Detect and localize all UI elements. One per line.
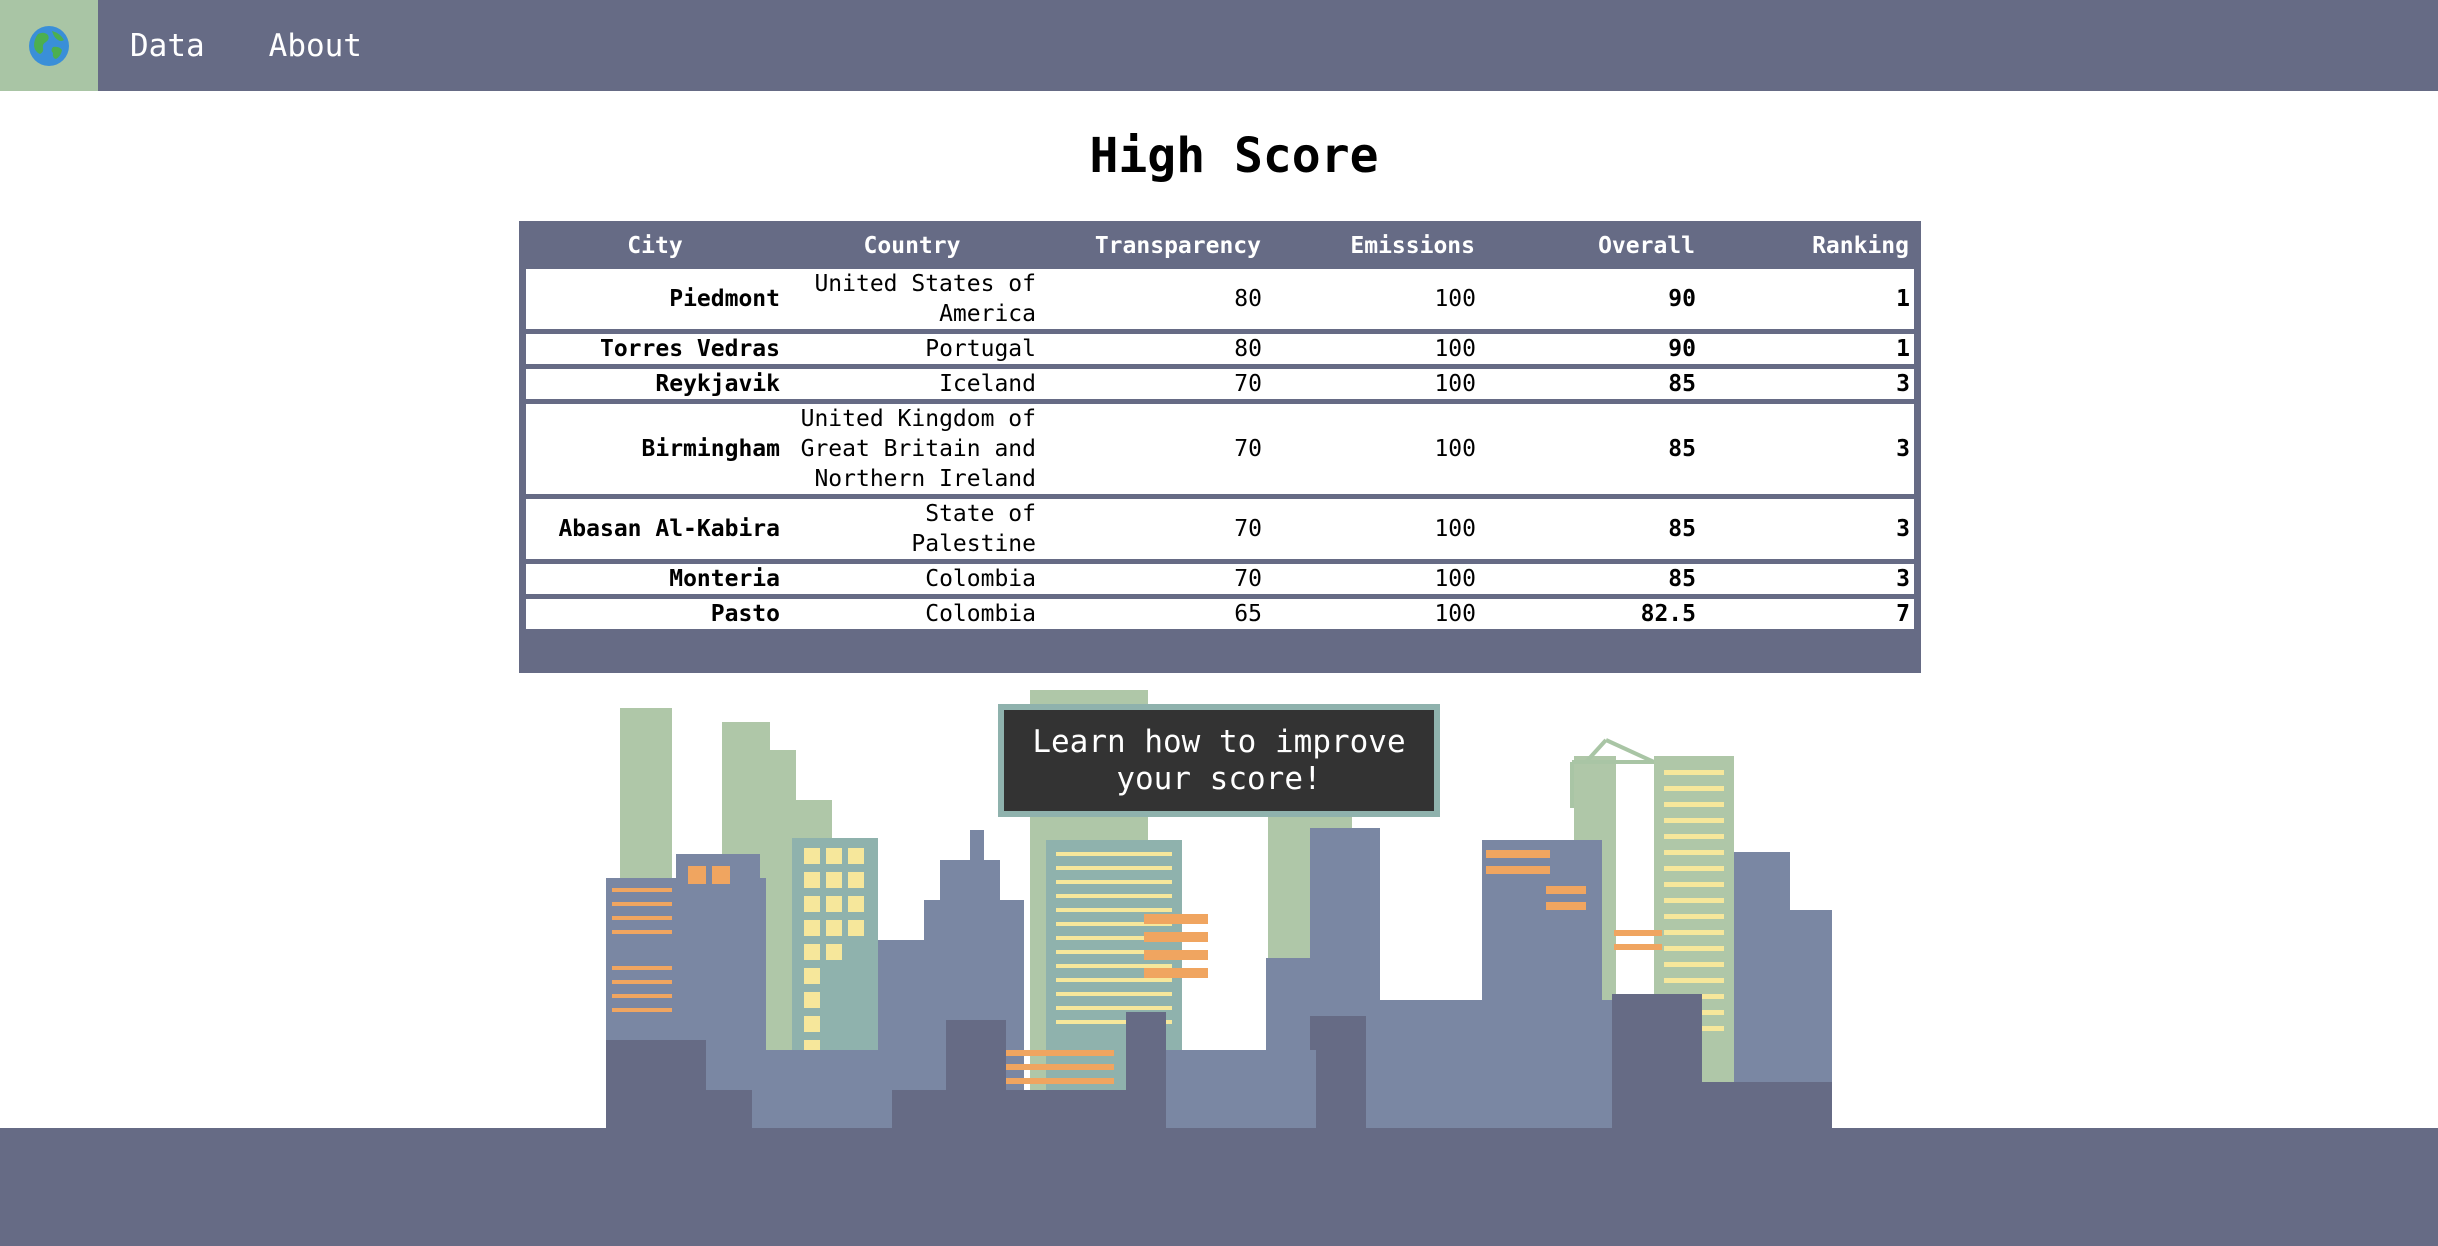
cell-transparency: 65 — [1040, 599, 1266, 629]
table-header-row: City Country Transparency Emissions Over… — [526, 228, 1914, 264]
cell-city: Piedmont — [526, 269, 784, 329]
header-country[interactable]: Country — [784, 228, 1040, 264]
cell-emissions: 100 — [1266, 269, 1480, 329]
header-city[interactable]: City — [526, 228, 784, 264]
cell-country: State of Palestine — [784, 499, 1040, 559]
cell-city: Monteria — [526, 564, 784, 594]
cell-ranking: 3 — [1700, 499, 1914, 559]
table-row: Reykjavik Iceland 70 100 85 3 — [526, 369, 1914, 399]
header-ranking[interactable]: Ranking — [1700, 228, 1914, 264]
cell-transparency: 80 — [1040, 334, 1266, 364]
cell-country: United Kingdom of Great Britain and Nort… — [784, 404, 1040, 494]
cell-transparency: 70 — [1040, 499, 1266, 559]
top-navbar: Data About — [0, 0, 2438, 91]
table-body: Piedmont United States of America 80 100 90 1… — [526, 269, 1914, 629]
cell-overall: 85 — [1480, 564, 1700, 594]
improve-score-button[interactable]: Learn how to improve your score! — [998, 704, 1440, 817]
cell-overall: 85 — [1480, 404, 1700, 494]
cell-emissions: 100 — [1266, 564, 1480, 594]
header-overall[interactable]: Overall — [1480, 228, 1700, 264]
cell-emissions: 100 — [1266, 499, 1480, 559]
cell-country: Iceland — [784, 369, 1040, 399]
cell-emissions: 100 — [1266, 369, 1480, 399]
nav-link-about[interactable]: About — [268, 27, 362, 64]
table-row: Abasan Al-Kabira State of Palestine 70 100 8… — [526, 499, 1914, 559]
header-transparency[interactable]: Transparency — [1040, 228, 1266, 264]
cell-country: Colombia — [784, 599, 1040, 629]
page-title: High Score — [1089, 128, 1379, 184]
cell-transparency: 70 — [1040, 404, 1266, 494]
nav-link-data[interactable]: Data — [130, 27, 205, 64]
cell-city: Birmingham — [526, 404, 784, 494]
table-row: Pasto Colombia 65 100 82.5 7 — [526, 599, 1914, 629]
header-emissions[interactable]: Emissions — [1266, 228, 1480, 264]
cell-ranking: 7 — [1700, 599, 1914, 629]
high-score-table: City Country Transparency Emissions Over… — [526, 228, 1914, 634]
cell-ranking: 1 — [1700, 334, 1914, 364]
cell-emissions: 100 — [1266, 334, 1480, 364]
table-row: Torres Vedras Portugal 80 100 90 1 — [526, 334, 1914, 364]
cell-city: Torres Vedras — [526, 334, 784, 364]
cell-country: Colombia — [784, 564, 1040, 594]
table-row: Birmingham United Kingdom of Great Britai… — [526, 404, 1914, 494]
cell-emissions: 100 — [1266, 599, 1480, 629]
cell-country: United States of America — [784, 269, 1040, 329]
cell-overall: 85 — [1480, 499, 1700, 559]
cell-transparency: 70 — [1040, 564, 1266, 594]
cell-city: Pasto — [526, 599, 784, 629]
cell-transparency: 80 — [1040, 269, 1266, 329]
high-score-table-container[interactable]: City Country Transparency Emissions Over… — [519, 221, 1921, 673]
cell-ranking: 1 — [1700, 269, 1914, 329]
cell-country: Portugal — [784, 334, 1040, 364]
cell-overall: 85 — [1480, 369, 1700, 399]
globe-icon — [29, 25, 69, 66]
cell-ranking: 3 — [1700, 564, 1914, 594]
cell-transparency: 70 — [1040, 369, 1266, 399]
home-logo[interactable] — [0, 0, 98, 91]
table-row: Monteria Colombia 70 100 85 3 — [526, 564, 1914, 594]
cell-city: Abasan Al-Kabira — [526, 499, 784, 559]
cell-ranking: 3 — [1700, 369, 1914, 399]
table-row: Piedmont United States of America 80 100 90 1 — [526, 269, 1914, 329]
cell-emissions: 100 — [1266, 404, 1480, 494]
cell-overall: 82.5 — [1480, 599, 1700, 629]
cell-ranking: 3 — [1700, 404, 1914, 494]
cell-overall: 90 — [1480, 334, 1700, 364]
cell-city: Reykjavik — [526, 369, 784, 399]
cell-overall: 90 — [1480, 269, 1700, 329]
footer-bar — [0, 1128, 2438, 1246]
